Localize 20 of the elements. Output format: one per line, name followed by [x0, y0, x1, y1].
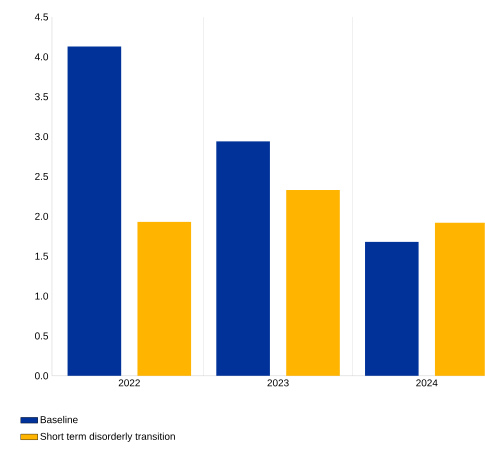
y-tick-label: 4.0	[34, 53, 48, 60]
x-tick-label: 2024	[416, 379, 438, 386]
y-tick-label: 3.0	[34, 133, 48, 140]
y-tick-label: 3.5	[34, 93, 48, 100]
bar	[286, 190, 340, 376]
legend-label: Baseline	[40, 416, 78, 424]
bar	[216, 141, 270, 376]
y-tick-label: 1.0	[35, 292, 48, 300]
y-tick-label: 2.0	[35, 212, 48, 220]
x-tick-label: 2023	[267, 379, 289, 386]
y-tick-label: 2.5	[35, 173, 48, 180]
y-tick-label: 0.5	[35, 332, 48, 340]
y-tick-label: 1.5	[35, 252, 48, 260]
bar	[365, 242, 419, 376]
bar	[137, 222, 192, 376]
bar	[68, 46, 122, 376]
y-tick-label: 4.5	[34, 14, 48, 21]
y-tick-label: 0.0	[35, 372, 48, 380]
legend-label: Short term disorderly transition	[40, 432, 175, 442]
x-tick-label: 2022	[118, 379, 140, 386]
